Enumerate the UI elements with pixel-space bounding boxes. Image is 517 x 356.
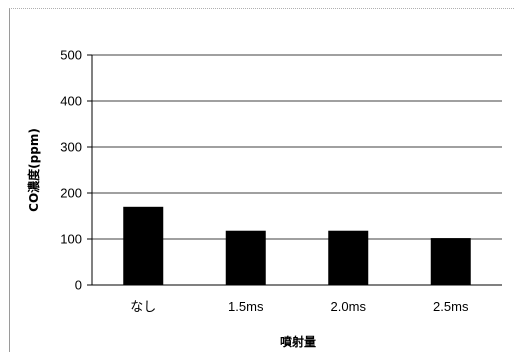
y-tick-label: 0 (75, 278, 82, 293)
bar (123, 206, 164, 285)
bar (225, 230, 266, 285)
y-tick-label: 200 (60, 186, 82, 201)
bars (123, 206, 471, 285)
y-tick-label: 500 (60, 48, 82, 63)
y-tick-labels: 500 400 300 200 100 0 (60, 48, 82, 293)
y-tick-label: 400 (60, 94, 82, 109)
x-tick-label: なし (130, 299, 156, 314)
x-tick-labels: なし 1.5ms 2.0ms 2.5ms (130, 299, 469, 314)
x-axis-title: 噴射量 (280, 334, 316, 349)
bar (430, 238, 471, 285)
x-tick-label: 1.5ms (228, 299, 264, 314)
bar (328, 230, 369, 285)
x-tick-label: 2.5ms (433, 299, 469, 314)
chart-frame (9, 8, 514, 352)
y-axis-title: CO濃度(ppm) (26, 128, 41, 212)
x-tick-label: 2.0ms (331, 299, 367, 314)
y-tick-label: 300 (60, 140, 82, 155)
y-tick-label: 100 (60, 232, 82, 247)
